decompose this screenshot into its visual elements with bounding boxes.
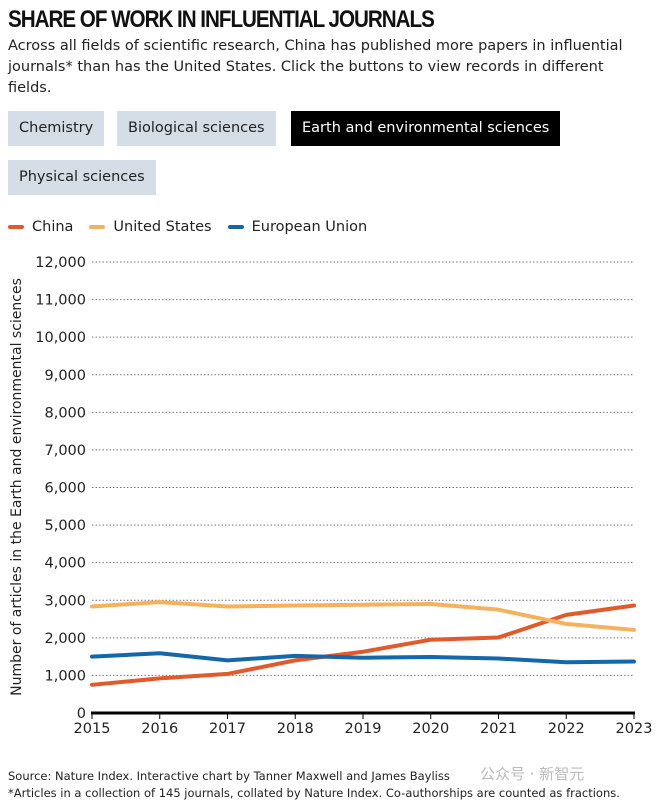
legend-item-united-states: United States bbox=[89, 219, 212, 235]
biological-sciences-button[interactable]: Biological sciences bbox=[117, 111, 276, 146]
y-tick-label: 3,000 bbox=[44, 593, 86, 609]
x-tick-label: 2022 bbox=[548, 721, 585, 737]
chemistry-button[interactable]: Chemistry bbox=[8, 111, 105, 146]
x-tick-label: 2018 bbox=[277, 721, 314, 737]
source-note: Source: Nature Index. Interactive chart … bbox=[8, 769, 450, 783]
physical-sciences-button[interactable]: Physical sciences bbox=[8, 160, 156, 195]
footer: Source: Nature Index. Interactive chart … bbox=[8, 768, 620, 802]
description: Across all fields of scientific research… bbox=[8, 38, 623, 96]
watermark: 公众号 · 新智元 bbox=[480, 765, 585, 783]
x-tick-label: 2021 bbox=[480, 721, 517, 737]
footnote: *Articles in a collection of 145 journal… bbox=[8, 786, 620, 800]
legend-item-european-union: European Union bbox=[227, 219, 368, 235]
y-tick-label: 1,000 bbox=[44, 668, 86, 684]
y-axis-label: Number of articles in the Earth and envi… bbox=[9, 278, 25, 696]
y-tick-label: 4,000 bbox=[44, 556, 86, 572]
earth-environmental-sciences-button[interactable]: Earth and environmental sciences bbox=[291, 111, 561, 146]
series-line-china bbox=[90, 603, 636, 687]
legend-swatch bbox=[227, 225, 244, 229]
y-tick-label: 5,000 bbox=[44, 518, 86, 534]
y-tick-label: 12,000 bbox=[35, 255, 86, 271]
legend-item-china: China bbox=[8, 219, 73, 235]
y-tick-label: 0 bbox=[77, 706, 86, 722]
x-tick-label: 2020 bbox=[412, 721, 449, 737]
legend-label: China bbox=[32, 219, 74, 235]
legend: China United States European Union bbox=[8, 219, 367, 235]
x-tick-label: 2017 bbox=[209, 721, 246, 737]
x-tick-label: 2019 bbox=[345, 721, 382, 737]
y-tick-label: 10,000 bbox=[35, 330, 86, 346]
legend-label: European Union bbox=[251, 219, 368, 235]
x-tick-label: 2023 bbox=[616, 721, 653, 737]
y-tick-label: 9,000 bbox=[44, 368, 86, 384]
series-line-european-union bbox=[90, 651, 636, 665]
y-tick-label: 11,000 bbox=[35, 293, 86, 309]
y-tick-label: 7,000 bbox=[44, 443, 86, 459]
legend-swatch bbox=[89, 225, 106, 229]
legend-label: United States bbox=[113, 219, 212, 235]
x-tick-label: 2016 bbox=[141, 721, 178, 737]
y-tick-label: 6,000 bbox=[44, 481, 86, 497]
x-tick-label: 2015 bbox=[74, 721, 111, 737]
series-line-united-states bbox=[90, 600, 636, 632]
page-title: SHARE OF WORK IN INFLUENTIAL JOURNALS bbox=[8, 6, 435, 33]
legend-swatch bbox=[8, 225, 24, 229]
y-tick-label: 8,000 bbox=[44, 405, 86, 421]
y-tick-label: 2,000 bbox=[44, 631, 86, 647]
